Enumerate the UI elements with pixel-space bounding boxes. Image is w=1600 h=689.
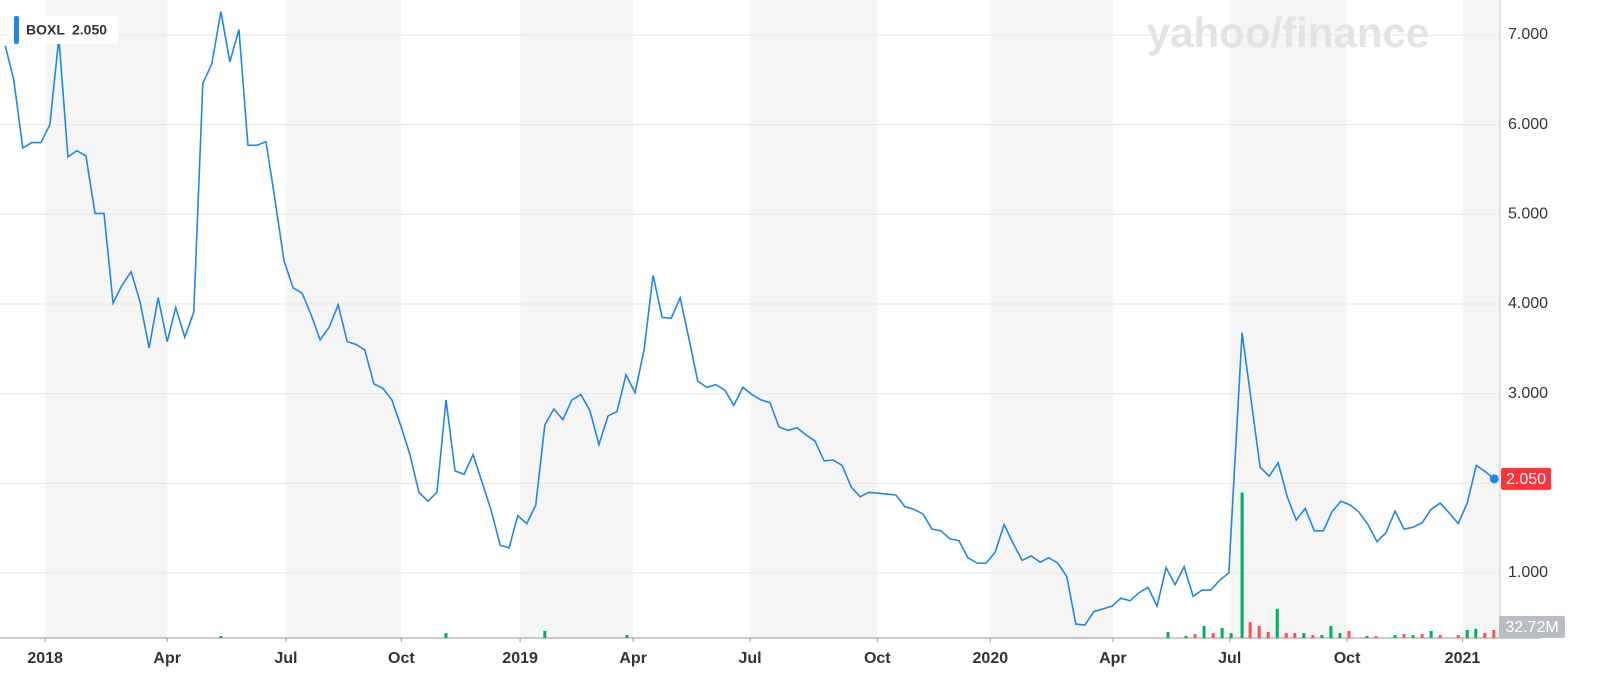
y-tick-label: 3.000 bbox=[1508, 385, 1548, 402]
legend-name: BOXL bbox=[26, 22, 65, 38]
period-shade bbox=[285, 0, 402, 638]
volume-tag bbox=[1499, 616, 1565, 638]
volume-bar bbox=[1257, 625, 1261, 638]
x-tick-label: Apr bbox=[619, 650, 647, 667]
background bbox=[45, 0, 1500, 638]
volume-bar bbox=[1166, 631, 1170, 638]
x-tick-label: Jul bbox=[738, 650, 761, 667]
x-tick-label: Oct bbox=[388, 650, 415, 667]
period-shade bbox=[1462, 0, 1500, 638]
price-tag bbox=[1501, 467, 1551, 490]
price-line bbox=[4, 11, 1495, 626]
y-tick-label: 4.000 bbox=[1508, 295, 1548, 312]
volume-bar bbox=[1184, 636, 1188, 638]
x-tick-label: Apr bbox=[153, 650, 181, 667]
y-tick-label: 6.000 bbox=[1508, 116, 1548, 133]
price-tag-label: 2.050 bbox=[1506, 471, 1546, 488]
volume-bar bbox=[1275, 608, 1279, 638]
volume-bar bbox=[1492, 629, 1496, 638]
volume-bar bbox=[1329, 625, 1333, 638]
volume-bar bbox=[1393, 635, 1397, 638]
volume-bar bbox=[219, 636, 223, 638]
volume-bar bbox=[1411, 635, 1415, 638]
volume-bar bbox=[1302, 633, 1306, 638]
volume-bar bbox=[1248, 622, 1252, 638]
volume-bar bbox=[543, 630, 547, 638]
period-shade bbox=[750, 0, 878, 638]
y-tick-label: 1.000 bbox=[1508, 564, 1548, 581]
period-shade bbox=[1229, 0, 1348, 638]
period-shade bbox=[520, 0, 634, 638]
last-price-dot bbox=[1489, 474, 1499, 484]
volume-bar bbox=[1266, 631, 1270, 638]
x-tick-label: Apr bbox=[1099, 650, 1127, 667]
volume-bar bbox=[1347, 630, 1351, 638]
legend-value: 2.050 bbox=[72, 22, 107, 38]
volume-bar bbox=[444, 633, 448, 638]
x-tick-label: Jul bbox=[274, 650, 297, 667]
volume-bar bbox=[1374, 636, 1378, 638]
volume-bar bbox=[1474, 628, 1478, 638]
volume-bar bbox=[1420, 634, 1424, 638]
x-tick-label: Oct bbox=[864, 650, 891, 667]
x-tick-label: 2018 bbox=[27, 650, 63, 667]
period-shade bbox=[45, 0, 168, 638]
y-tick-label: 7.000 bbox=[1508, 26, 1548, 43]
volume-bar bbox=[1429, 630, 1433, 638]
volume-bar bbox=[1483, 633, 1487, 638]
volume-bar bbox=[1456, 635, 1460, 638]
x-tick-label: Oct bbox=[1334, 650, 1361, 667]
x-tick-label: 2019 bbox=[502, 650, 538, 667]
volume-bar bbox=[1202, 625, 1206, 638]
volume-bar bbox=[1211, 633, 1215, 638]
volume-bar bbox=[1240, 492, 1244, 638]
y-tick-label: 5.000 bbox=[1508, 206, 1548, 223]
volume-bar bbox=[1365, 636, 1369, 638]
volume-bar bbox=[1220, 627, 1224, 638]
volume-bar bbox=[1465, 629, 1469, 638]
volume-bar bbox=[625, 635, 629, 638]
period-shade bbox=[990, 0, 1113, 638]
volume-bar bbox=[1311, 635, 1315, 638]
volume-bar bbox=[1193, 634, 1197, 638]
volume-bar bbox=[1284, 633, 1288, 638]
volume-bar bbox=[1402, 634, 1406, 638]
watermark: yahoo/finance bbox=[1147, 9, 1429, 56]
legend-swatch bbox=[14, 16, 19, 44]
volume-bar bbox=[1229, 633, 1233, 638]
x-tick-label: 2020 bbox=[973, 650, 1009, 667]
volume-tag-label: 32.72M bbox=[1505, 619, 1558, 636]
volume-bar bbox=[1338, 633, 1342, 638]
x-tick-label: Jul bbox=[1218, 650, 1241, 667]
volume-bar bbox=[1438, 635, 1442, 638]
legend-box bbox=[8, 16, 118, 44]
x-tick-label: 2021 bbox=[1445, 650, 1481, 667]
volume-bar bbox=[1320, 635, 1324, 638]
volume-bar bbox=[1293, 633, 1297, 638]
